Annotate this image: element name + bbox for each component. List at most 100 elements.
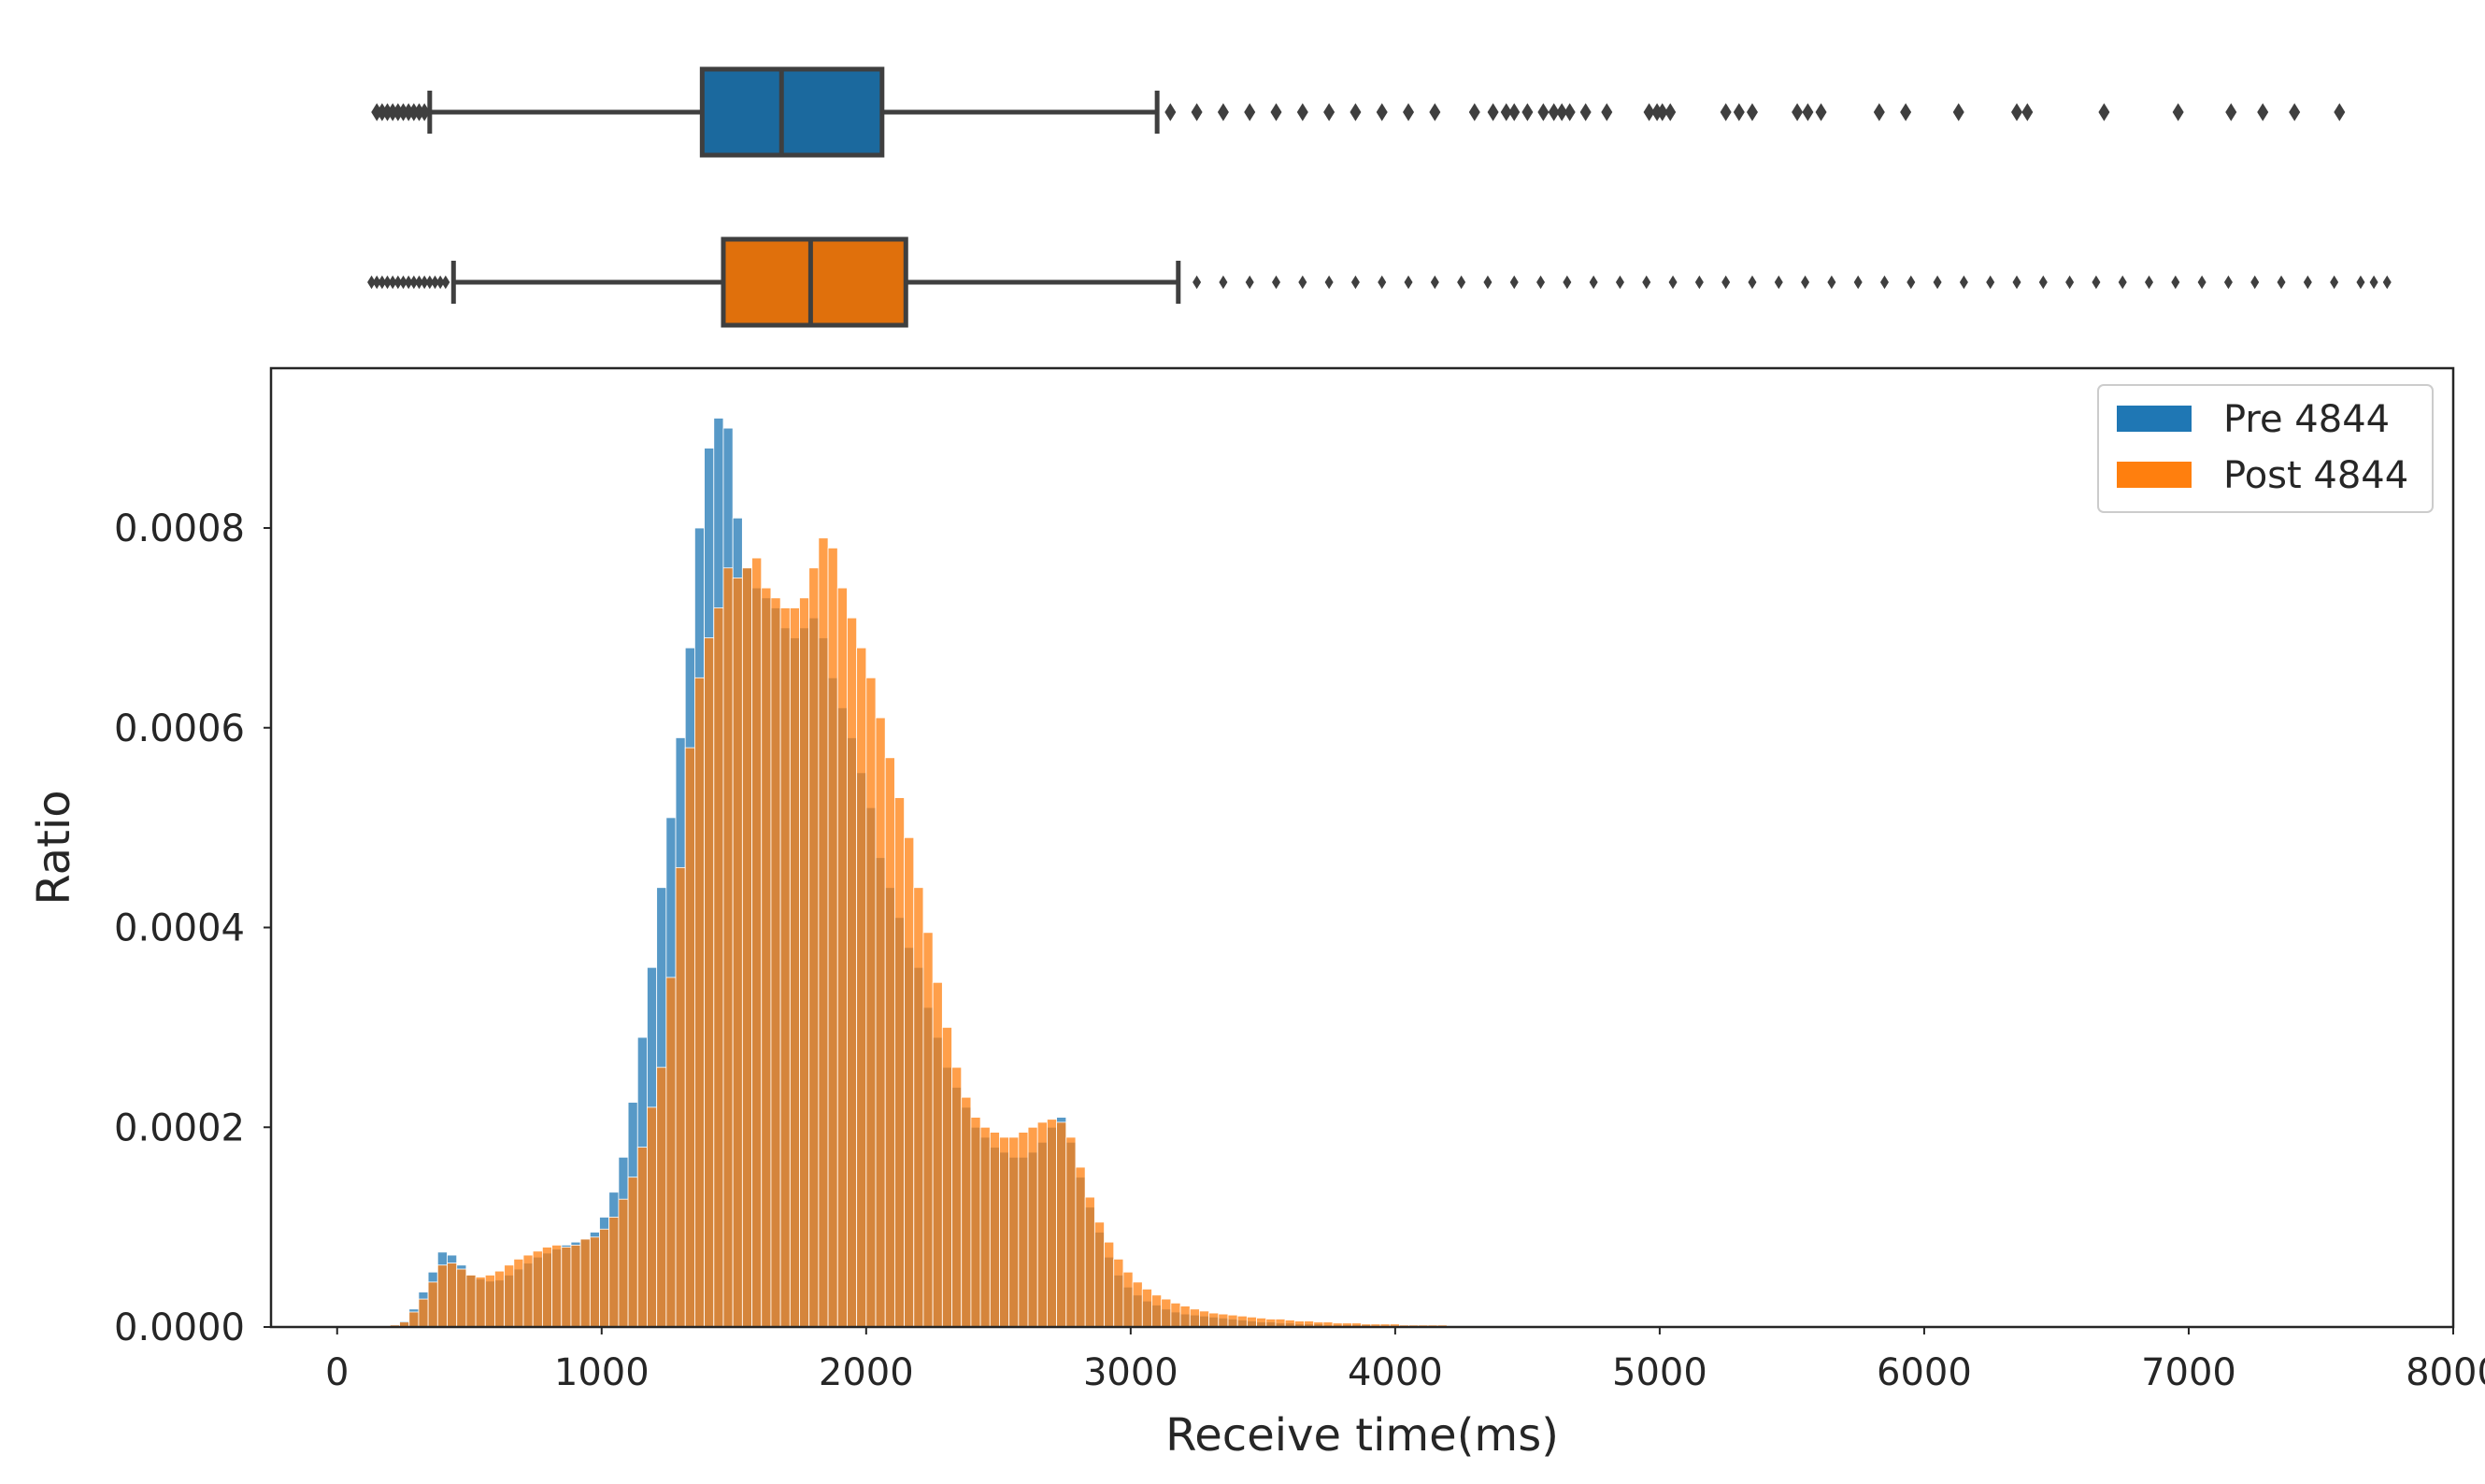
histogram-bar-post-4844 — [856, 647, 867, 1328]
outlier-marker — [1792, 103, 1804, 121]
outlier-marker — [1403, 103, 1415, 121]
y-tick-label: 0.0006 — [114, 707, 245, 750]
histogram-bar-post-4844 — [865, 677, 877, 1328]
outlier-marker — [1272, 275, 1281, 290]
outlier-marker — [425, 275, 435, 290]
histogram-bar-post-4844 — [1027, 1126, 1038, 1328]
plot-frame — [269, 366, 2455, 1329]
x-tick-label: 3000 — [1083, 1351, 1178, 1394]
outlier-marker — [1430, 275, 1439, 290]
outlier-marker — [1642, 275, 1651, 290]
outlier-marker — [1815, 103, 1827, 121]
histogram-bar-post-4844 — [1122, 1271, 1134, 1328]
histogram-bar-post-4844 — [818, 537, 829, 1328]
outlier-marker — [2172, 103, 2184, 121]
outlier-marker — [2330, 275, 2339, 290]
histogram-bar-post-4844 — [627, 1177, 638, 1328]
histogram-bar-post-4844 — [1227, 1314, 1238, 1328]
outlier-marker — [1164, 103, 1177, 121]
histogram-bar-post-4844 — [999, 1136, 1010, 1328]
histogram-bar-post-4844 — [465, 1275, 477, 1328]
outlier-marker — [1324, 275, 1334, 290]
histogram-bar-post-4844 — [1008, 1136, 1020, 1328]
outlier-marker — [383, 275, 393, 290]
box-iqr — [721, 236, 908, 328]
histogram-bar-post-4844 — [665, 977, 677, 1328]
outlier-marker — [372, 275, 381, 290]
histogram-bar-post-4844 — [827, 547, 838, 1328]
outlier-marker — [1668, 275, 1678, 290]
outlier-marker — [1556, 103, 1568, 121]
histogram-bar-post-4844 — [513, 1258, 524, 1328]
histogram-bar-post-4844 — [1265, 1319, 1277, 1328]
histogram-bar-post-4844 — [1151, 1294, 1163, 1328]
histogram-bar-post-4844 — [770, 597, 781, 1328]
outlier-marker — [2303, 275, 2312, 290]
x-tick-label: 6000 — [1877, 1351, 1972, 1394]
outlier-marker — [1589, 275, 1598, 290]
histogram-series-post-4844 — [389, 537, 1515, 1328]
histogram-bar-post-4844 — [570, 1244, 581, 1328]
histogram-bar-post-4844 — [504, 1264, 515, 1328]
outlier-marker — [404, 275, 413, 290]
outlier-marker — [1500, 103, 1512, 121]
histogram-bar-post-4844 — [1161, 1298, 1172, 1328]
histogram-bar-post-4844 — [408, 1311, 420, 1328]
histogram-bar-post-4844 — [1246, 1316, 1257, 1328]
histogram-bar-post-4844 — [875, 717, 886, 1328]
histogram-bar-post-4844 — [1199, 1310, 1210, 1328]
outlier-marker — [2092, 275, 2101, 290]
histogram-bar-post-4844 — [1275, 1319, 1286, 1328]
histogram-bar-post-4844 — [922, 932, 934, 1328]
histogram-bar-post-4844 — [427, 1281, 438, 1328]
histogram-bar-post-4844 — [1189, 1308, 1200, 1328]
x-tick-label: 1000 — [554, 1351, 650, 1394]
outlier-marker — [1664, 103, 1677, 121]
outlier-marker — [1323, 103, 1335, 121]
outlier-marker — [1468, 103, 1480, 121]
outlier-marker — [430, 275, 439, 290]
outlier-marker — [1509, 275, 1519, 290]
outlier-marker — [419, 103, 431, 121]
outlier-marker — [1959, 275, 1968, 290]
histogram-bar-post-4844 — [694, 677, 705, 1328]
y-tick-label: 0.0002 — [114, 1106, 245, 1149]
histogram-bar-post-4844 — [1075, 1166, 1086, 1328]
outlier-marker — [1296, 103, 1308, 121]
histogram-bar-post-4844 — [484, 1275, 495, 1328]
legend-label-pre-4844: Pre 4844 — [2223, 398, 2390, 441]
outlier-marker — [420, 275, 429, 290]
histogram-bar-post-4844 — [1141, 1288, 1152, 1328]
x-tick-label: 0 — [325, 1351, 349, 1394]
y-tick-label: 0.0008 — [114, 507, 245, 550]
outlier-marker — [1579, 103, 1592, 121]
boxplot-post-4844 — [367, 236, 2392, 328]
y-tick-label: 0.0004 — [114, 907, 245, 950]
histogram-bar-post-4844 — [475, 1277, 486, 1328]
outlier-marker — [1483, 275, 1492, 290]
histogram-bar-post-4844 — [1056, 1121, 1067, 1328]
histogram-bar-post-4844 — [741, 567, 752, 1328]
histogram-bar-post-4844 — [789, 607, 800, 1328]
histogram-bar-post-4844 — [808, 567, 820, 1328]
outlier-marker — [1404, 275, 1413, 290]
outlier-marker — [1429, 103, 1441, 121]
histogram-bar-post-4844 — [599, 1228, 610, 1328]
histogram-bar-post-4844 — [541, 1247, 552, 1328]
outlier-marker — [1774, 275, 1783, 290]
histogram-bar-post-4844 — [913, 887, 924, 1328]
histogram-bar-post-4844 — [447, 1263, 458, 1328]
legend-swatch-post-4844 — [2117, 462, 2192, 488]
outlier-marker — [388, 275, 397, 290]
outlier-marker — [1873, 103, 1885, 121]
outlier-marker — [2382, 275, 2392, 290]
histogram-bar-post-4844 — [713, 607, 724, 1328]
histogram-bar-post-4844 — [1104, 1241, 1115, 1328]
histogram-bar-post-4844 — [722, 567, 734, 1328]
outlier-marker — [1694, 275, 1704, 290]
outlier-marker — [1245, 275, 1254, 290]
legend-label-post-4844: Post 4844 — [2223, 454, 2408, 497]
outlier-marker — [2145, 275, 2154, 290]
